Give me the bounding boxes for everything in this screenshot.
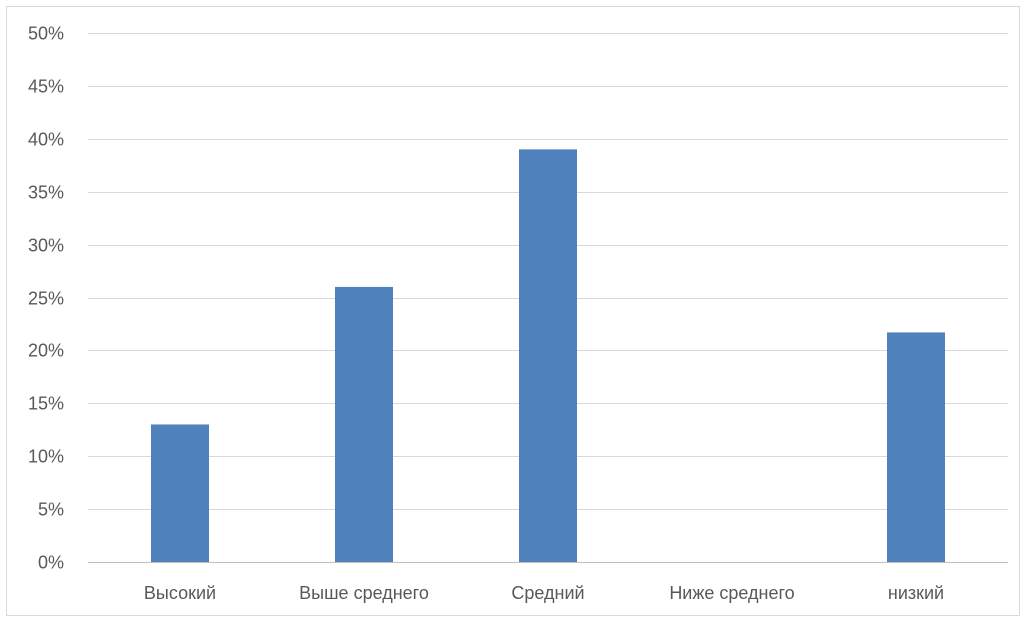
y-tick-label: 40% <box>28 130 64 150</box>
gridlines <box>88 33 1008 563</box>
bar <box>887 332 945 562</box>
y-tick-label: 35% <box>28 183 64 203</box>
y-tick-label: 5% <box>38 500 64 520</box>
x-tick-label: Высокий <box>144 583 216 603</box>
x-tick-label: Ниже среднего <box>669 583 794 603</box>
y-tick-label: 10% <box>28 447 64 467</box>
y-tick-label: 25% <box>28 289 64 309</box>
x-tick-label: Средний <box>511 583 584 603</box>
x-axis-tick-labels: Высокий Выше среднего Средний Ниже среднего… <box>144 583 944 603</box>
y-tick-label: 15% <box>28 394 64 414</box>
bar <box>151 424 209 562</box>
y-tick-label: 50% <box>28 24 64 44</box>
bar <box>335 286 393 562</box>
y-tick-label: 30% <box>28 236 64 256</box>
x-tick-label: низкий <box>888 583 944 603</box>
bar <box>519 149 577 562</box>
bars <box>151 149 945 562</box>
y-tick-label: 0% <box>38 553 64 573</box>
y-axis-tick-labels: 0% 5% 10% 15% 20% 25% 30% 35% 40% 45% 50% <box>28 24 64 573</box>
y-tick-label: 20% <box>28 341 64 361</box>
x-tick-label: Выше среднего <box>299 583 429 603</box>
y-tick-label: 45% <box>28 77 64 97</box>
